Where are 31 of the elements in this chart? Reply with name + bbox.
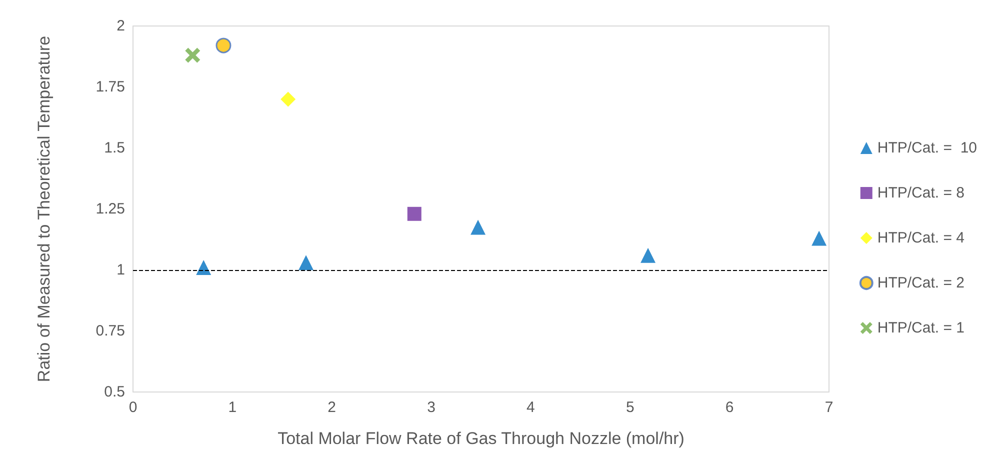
x-tick-label: 0 <box>128 399 138 416</box>
legend-label: HTP/Cat. = 2 <box>877 274 964 292</box>
x-tick-label: 4 <box>526 399 535 416</box>
y-axis-title: Ratio of Measured to Theoretical Temperature <box>34 36 54 382</box>
x-tick-label: 7 <box>824 399 834 416</box>
y-tick-label: 1.25 <box>96 200 125 218</box>
x-tick-label: 1 <box>228 399 237 416</box>
point <box>640 248 656 263</box>
y-tick-label: 0.5 <box>104 384 125 400</box>
point <box>196 260 212 276</box>
point <box>812 230 827 246</box>
y-tick-label: 1.75 <box>96 78 125 96</box>
x-axis-title: Total Molar Flow Rate of Gas Through Nozzle (mol/hr) <box>278 429 684 448</box>
x-tick-label: 5 <box>626 399 634 416</box>
legend-label: HTP/Cat. = 10 <box>877 140 977 156</box>
point <box>280 92 296 107</box>
y-tick-label: 2 <box>116 18 125 34</box>
x-tick-label: 3 <box>427 399 436 416</box>
x-tick-label: 2 <box>328 399 336 416</box>
legend-label: HTP/Cat. = 8 <box>877 184 964 202</box>
y-tick-label: 1 <box>116 262 125 278</box>
point <box>216 38 232 54</box>
y-tick-label: 0.75 <box>96 322 125 340</box>
y-tick-label: 1.5 <box>104 140 125 156</box>
point <box>298 255 314 270</box>
point <box>185 48 200 63</box>
legend-label: HTP/Cat. = 1 <box>877 320 964 336</box>
point <box>407 206 422 221</box>
x-tick-label: 6 <box>725 399 734 416</box>
point <box>470 220 486 235</box>
legend-label: HTP/Cat. = 4 <box>877 230 964 246</box>
